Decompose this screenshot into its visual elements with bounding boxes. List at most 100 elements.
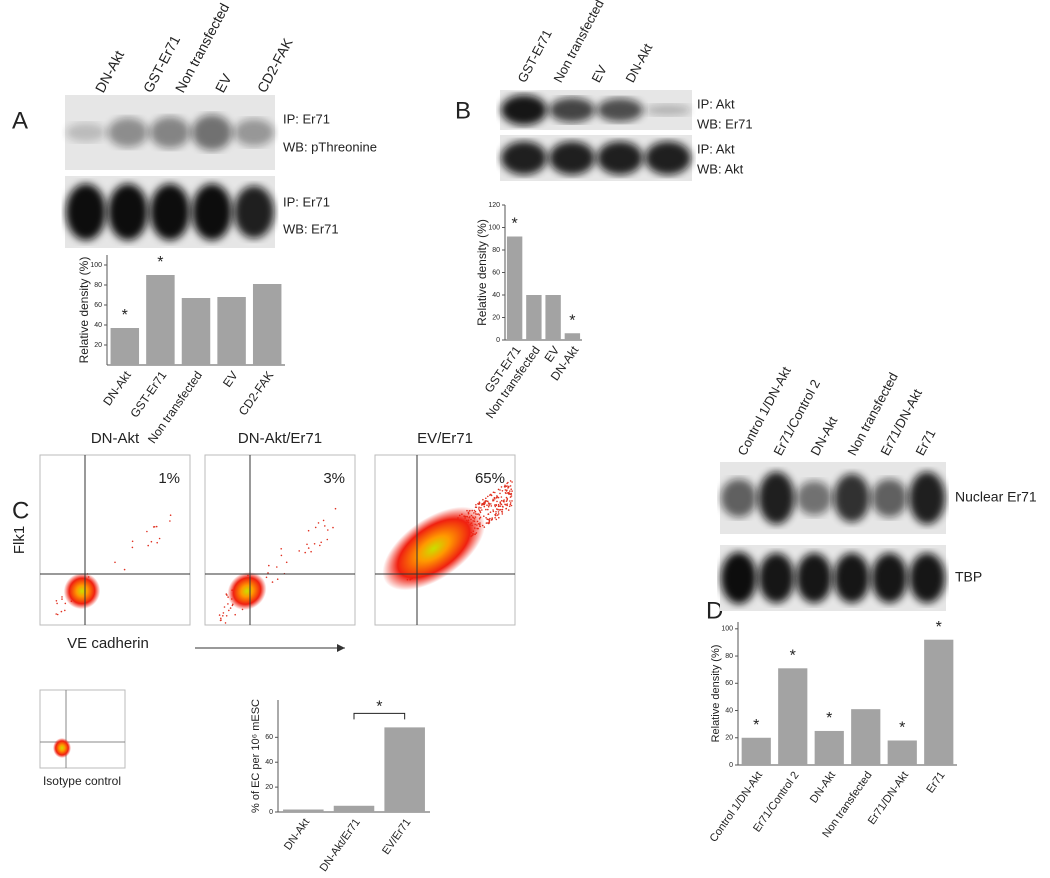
- blot-band: [796, 480, 833, 516]
- bar: [545, 295, 561, 340]
- bar: [506, 236, 523, 340]
- flow-event: [147, 544, 149, 547]
- significance-star: *: [936, 619, 942, 636]
- flow-event: [500, 496, 503, 498]
- flow-event: [495, 497, 498, 499]
- flow-event: [506, 492, 509, 494]
- flow-event: [478, 503, 480, 505]
- blot-band: [191, 114, 233, 151]
- flow-event: [509, 502, 512, 504]
- flow-event: [494, 505, 497, 508]
- significance-star: *: [826, 710, 832, 727]
- blot-band: [596, 141, 644, 175]
- significance-star: *: [753, 717, 759, 734]
- flow-event: [488, 522, 491, 524]
- flow-percent: 65%: [475, 470, 505, 487]
- bar: [217, 297, 246, 365]
- flow-event: [494, 514, 497, 517]
- flow-event: [225, 593, 228, 595]
- significance-bracket: [353, 712, 406, 720]
- flow-event: [495, 511, 497, 513]
- flow-event: [490, 503, 492, 505]
- blot-band: [149, 183, 191, 241]
- flow-event: [158, 537, 161, 540]
- flow-event: [268, 564, 270, 567]
- flow-event: [495, 518, 498, 521]
- y-tick-label: 0: [729, 762, 733, 769]
- flow-event: [487, 508, 489, 511]
- x-tick-label: DN-Akt/Er71: [318, 817, 363, 874]
- bar: [741, 737, 771, 765]
- y-tick-label: 20: [492, 314, 500, 321]
- blot-label: IP: Akt: [697, 96, 735, 111]
- flow-event: [497, 488, 500, 491]
- blot-band: [833, 553, 870, 603]
- flow-event: [500, 503, 503, 506]
- blot-band: [871, 478, 908, 518]
- flow-event: [64, 602, 67, 605]
- significance-star: *: [899, 720, 905, 737]
- flow-event: [501, 511, 504, 513]
- y-axis-label: % of EC per 10⁶ mESC: [250, 699, 262, 813]
- y-tick-label: 60: [94, 302, 102, 309]
- significance-star: *: [790, 648, 796, 665]
- flow-event: [490, 493, 492, 496]
- flow-event: [327, 529, 329, 531]
- flow-event: [280, 548, 283, 550]
- flow-event: [487, 495, 489, 498]
- flow-event: [484, 500, 487, 503]
- flow-event: [484, 502, 486, 504]
- y-tick-label: 0: [269, 809, 273, 816]
- x-tick-label: DN-Akt: [282, 817, 312, 853]
- flow-event: [307, 529, 310, 532]
- flow-event: [509, 500, 511, 502]
- lane-label: EV: [212, 71, 235, 96]
- flow-isotype-label: Isotype control: [43, 774, 121, 788]
- flow-percent: 1%: [158, 470, 180, 487]
- blot-band: [720, 478, 757, 518]
- blot-band: [149, 116, 191, 149]
- bar: [851, 709, 881, 765]
- lane-label: EV: [588, 62, 610, 85]
- flow-event: [491, 517, 494, 519]
- flow-event: [511, 481, 513, 483]
- flow-event: [265, 576, 268, 579]
- x-tick-label: CD2-FAK: [236, 369, 277, 419]
- flow-event: [334, 507, 337, 510]
- y-tick-label: 100: [90, 262, 102, 269]
- panel-letter: C: [12, 497, 29, 524]
- blot-band: [107, 117, 149, 148]
- bar: [252, 284, 282, 365]
- flow-event: [60, 610, 63, 613]
- flow-event: [493, 496, 496, 499]
- flow-event: [504, 489, 507, 491]
- blot-band: [644, 104, 692, 116]
- y-tick-label: 20: [94, 342, 102, 349]
- y-tick-label: 40: [94, 322, 102, 329]
- flow-event: [225, 615, 228, 617]
- flow-frame: [39, 689, 126, 769]
- flow-event: [326, 538, 329, 541]
- flow-event: [501, 490, 504, 492]
- y-tick-label: 80: [725, 653, 733, 660]
- blot-band: [191, 183, 233, 241]
- flow-event: [509, 503, 512, 506]
- flow-event: [114, 561, 116, 564]
- blot-label: WB: pThreonine: [283, 139, 377, 154]
- flow-event: [496, 508, 498, 510]
- flow-event: [494, 517, 496, 519]
- lane-label: Er71: [912, 427, 938, 458]
- blot-band: [871, 553, 908, 603]
- flow-event: [502, 500, 505, 502]
- flow-event: [511, 490, 513, 492]
- blot-band: [758, 471, 795, 525]
- flow-event: [497, 511, 500, 513]
- flow-event: [508, 505, 511, 508]
- flow-event: [492, 498, 494, 501]
- flow-event: [64, 609, 66, 612]
- x-tick-label: EV: [220, 369, 241, 390]
- flow-event: [487, 502, 490, 504]
- bar: [814, 730, 844, 765]
- flow-event: [150, 540, 153, 543]
